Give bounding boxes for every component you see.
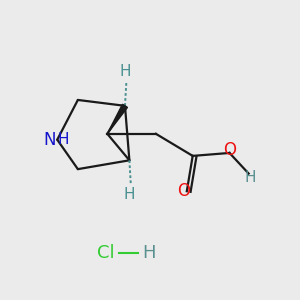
- Text: Cl: Cl: [97, 244, 115, 262]
- Text: O: O: [177, 182, 190, 200]
- Text: H: H: [119, 64, 131, 80]
- Text: H: H: [142, 244, 156, 262]
- Text: N: N: [44, 131, 56, 149]
- Text: H: H: [57, 132, 69, 147]
- Text: H: H: [124, 187, 135, 202]
- Polygon shape: [107, 104, 128, 134]
- Text: O: O: [223, 141, 236, 159]
- Text: H: H: [244, 170, 256, 185]
